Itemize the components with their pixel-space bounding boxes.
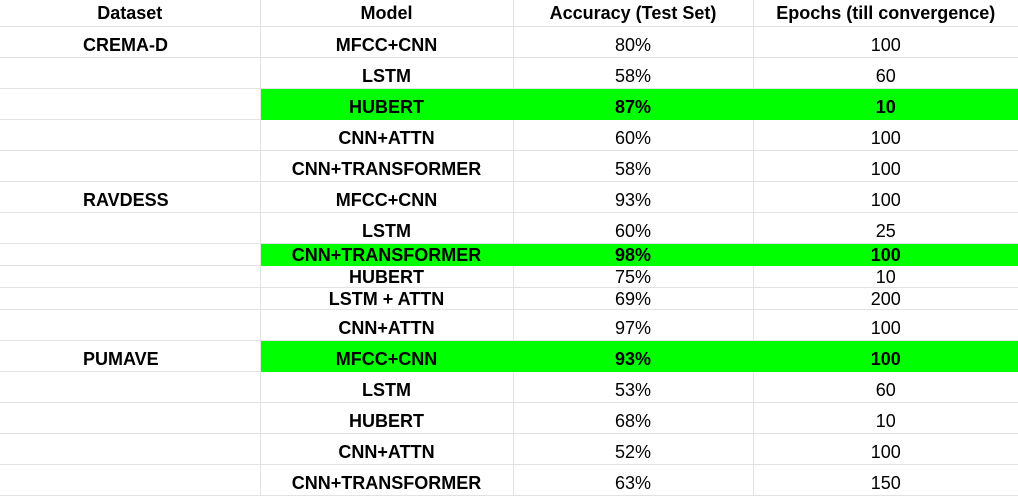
- dataset-cell[interactable]: [0, 119, 261, 151]
- header-epochs[interactable]: Epochs (till convergence): [753, 0, 1018, 27]
- epochs-cell[interactable]: 100: [753, 340, 1018, 372]
- table-row: LSTM 53% 60: [0, 371, 1018, 403]
- model-cell[interactable]: MFCC+CNN: [260, 181, 514, 213]
- epochs-cell[interactable]: 100: [753, 309, 1018, 341]
- epochs-cell[interactable]: 100: [753, 150, 1018, 182]
- epochs-cell[interactable]: 10: [753, 88, 1018, 120]
- model-cell[interactable]: CNN+TRANSFORMER: [260, 464, 514, 496]
- dataset-cell[interactable]: [0, 150, 261, 182]
- epochs-cell[interactable]: 25: [753, 212, 1018, 244]
- epochs-cell[interactable]: 100: [753, 433, 1018, 465]
- epochs-cell[interactable]: 60: [753, 57, 1018, 89]
- epochs-cell[interactable]: 150: [753, 464, 1018, 496]
- table-row: CREMA-D MFCC+CNN 80% 100: [0, 26, 1018, 58]
- table-row: CNN+ATTN 60% 100: [0, 119, 1018, 151]
- model-cell[interactable]: HUBERT: [260, 265, 514, 288]
- table-row: RAVDESS MFCC+CNN 93% 100: [0, 181, 1018, 213]
- accuracy-cell[interactable]: 87%: [513, 88, 754, 120]
- epochs-cell[interactable]: 100: [753, 243, 1018, 266]
- dataset-cell[interactable]: [0, 212, 261, 244]
- table-row: PUMAVE MFCC+CNN 93% 100: [0, 340, 1018, 372]
- accuracy-cell[interactable]: 58%: [513, 150, 754, 182]
- accuracy-cell[interactable]: 60%: [513, 212, 754, 244]
- accuracy-cell[interactable]: 60%: [513, 119, 754, 151]
- epochs-cell[interactable]: 200: [753, 287, 1018, 310]
- accuracy-cell[interactable]: 80%: [513, 26, 754, 58]
- dataset-cell[interactable]: [0, 309, 261, 341]
- dataset-cell[interactable]: [0, 464, 261, 496]
- table-row: HUBERT 75% 10: [0, 265, 1018, 288]
- table-row: HUBERT 87% 10: [0, 88, 1018, 120]
- epochs-cell[interactable]: 60: [753, 371, 1018, 403]
- accuracy-cell[interactable]: 98%: [513, 243, 754, 266]
- model-cell[interactable]: LSTM + ATTN: [260, 287, 514, 310]
- dataset-cell[interactable]: [0, 433, 261, 465]
- table-row: CNN+ATTN 52% 100: [0, 433, 1018, 465]
- header-row: Dataset Model Accuracy (Test Set) Epochs…: [0, 0, 1018, 27]
- accuracy-cell[interactable]: 69%: [513, 287, 754, 310]
- table-row: HUBERT 68% 10: [0, 402, 1018, 434]
- accuracy-cell[interactable]: 53%: [513, 371, 754, 403]
- header-dataset[interactable]: Dataset: [0, 0, 261, 27]
- model-cell[interactable]: CNN+ATTN: [260, 119, 514, 151]
- dataset-cell[interactable]: [0, 265, 261, 288]
- model-cell[interactable]: HUBERT: [260, 88, 514, 120]
- accuracy-cell[interactable]: 75%: [513, 265, 754, 288]
- accuracy-cell[interactable]: 68%: [513, 402, 754, 434]
- dataset-cell[interactable]: [0, 243, 261, 266]
- model-cell[interactable]: CNN+TRANSFORMER: [260, 150, 514, 182]
- dataset-cell[interactable]: PUMAVE: [0, 340, 261, 372]
- dataset-cell[interactable]: [0, 402, 261, 434]
- model-cell[interactable]: CNN+TRANSFORMER: [260, 243, 514, 266]
- table-body: CREMA-D MFCC+CNN 80% 100 LSTM 58% 60 HUBERT 87% 1…: [0, 26, 1018, 496]
- model-cell[interactable]: CNN+ATTN: [260, 433, 514, 465]
- dataset-cell[interactable]: [0, 287, 261, 310]
- accuracy-cell[interactable]: 52%: [513, 433, 754, 465]
- table-row: LSTM + ATTN 69% 200: [0, 287, 1018, 310]
- header-model[interactable]: Model: [260, 0, 514, 27]
- dataset-cell[interactable]: [0, 371, 261, 403]
- accuracy-cell[interactable]: 58%: [513, 57, 754, 89]
- model-cell[interactable]: MFCC+CNN: [260, 26, 514, 58]
- model-cell[interactable]: LSTM: [260, 371, 514, 403]
- accuracy-cell[interactable]: 93%: [513, 340, 754, 372]
- accuracy-cell[interactable]: 63%: [513, 464, 754, 496]
- epochs-cell[interactable]: 100: [753, 119, 1018, 151]
- table-row: CNN+ATTN 97% 100: [0, 309, 1018, 341]
- dataset-cell[interactable]: RAVDESS: [0, 181, 261, 213]
- table-row: LSTM 58% 60: [0, 57, 1018, 89]
- epochs-cell[interactable]: 100: [753, 181, 1018, 213]
- table-row: CNN+TRANSFORMER 58% 100: [0, 150, 1018, 182]
- accuracy-cell[interactable]: 97%: [513, 309, 754, 341]
- model-cell[interactable]: HUBERT: [260, 402, 514, 434]
- epochs-cell[interactable]: 10: [753, 402, 1018, 434]
- epochs-cell[interactable]: 100: [753, 26, 1018, 58]
- table-row: LSTM 60% 25: [0, 212, 1018, 244]
- dataset-cell[interactable]: [0, 88, 261, 120]
- table-header: Dataset Model Accuracy (Test Set) Epochs…: [0, 0, 1018, 27]
- model-cell[interactable]: MFCC+CNN: [260, 340, 514, 372]
- header-accuracy[interactable]: Accuracy (Test Set): [513, 0, 754, 27]
- model-cell[interactable]: LSTM: [260, 212, 514, 244]
- table-row: CNN+TRANSFORMER 98% 100: [0, 243, 1018, 266]
- accuracy-cell[interactable]: 93%: [513, 181, 754, 213]
- epochs-cell[interactable]: 10: [753, 265, 1018, 288]
- dataset-cell[interactable]: CREMA-D: [0, 26, 261, 58]
- model-cell[interactable]: LSTM: [260, 57, 514, 89]
- dataset-cell[interactable]: [0, 57, 261, 89]
- table-row: CNN+TRANSFORMER 63% 150: [0, 464, 1018, 496]
- model-cell[interactable]: CNN+ATTN: [260, 309, 514, 341]
